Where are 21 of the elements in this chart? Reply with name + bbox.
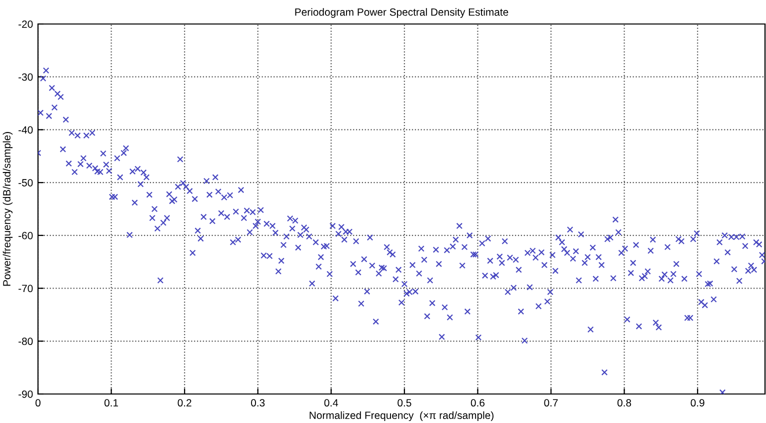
y-tick-label: -70 xyxy=(18,284,33,292)
x-tick-label: 0.1 xyxy=(104,399,118,407)
x-tick-label: 0.6 xyxy=(470,399,484,407)
y-tick-label: -40 xyxy=(18,126,33,134)
y-tick-label: -20 xyxy=(18,20,33,28)
x-tick-label: 0.9 xyxy=(690,399,704,407)
y-tick-label: -80 xyxy=(18,338,33,346)
chart-title: Periodogram Power Spectral Density Estimate xyxy=(295,8,508,18)
x-tick-label: 0.2 xyxy=(178,399,192,407)
x-tick-label: 0.7 xyxy=(544,399,558,407)
y-tick-label: -60 xyxy=(18,232,33,240)
x-tick-label: 0.4 xyxy=(324,399,338,407)
y-tick-label: -50 xyxy=(18,179,33,186)
y-tick-label: -30 xyxy=(18,73,33,81)
y-axis-title: Power/frequency (dB/rad/sample) xyxy=(2,132,13,286)
x-tick-label: 0.5 xyxy=(398,399,412,407)
x-axis-title: Normalized Frequency (×π rad/sample) xyxy=(310,411,494,422)
x-tick-label: 0.8 xyxy=(617,399,632,407)
x-tick-label: 0 xyxy=(36,399,40,407)
y-tick-label: -90 xyxy=(18,390,33,398)
x-tick-label: 0.3 xyxy=(251,399,265,407)
